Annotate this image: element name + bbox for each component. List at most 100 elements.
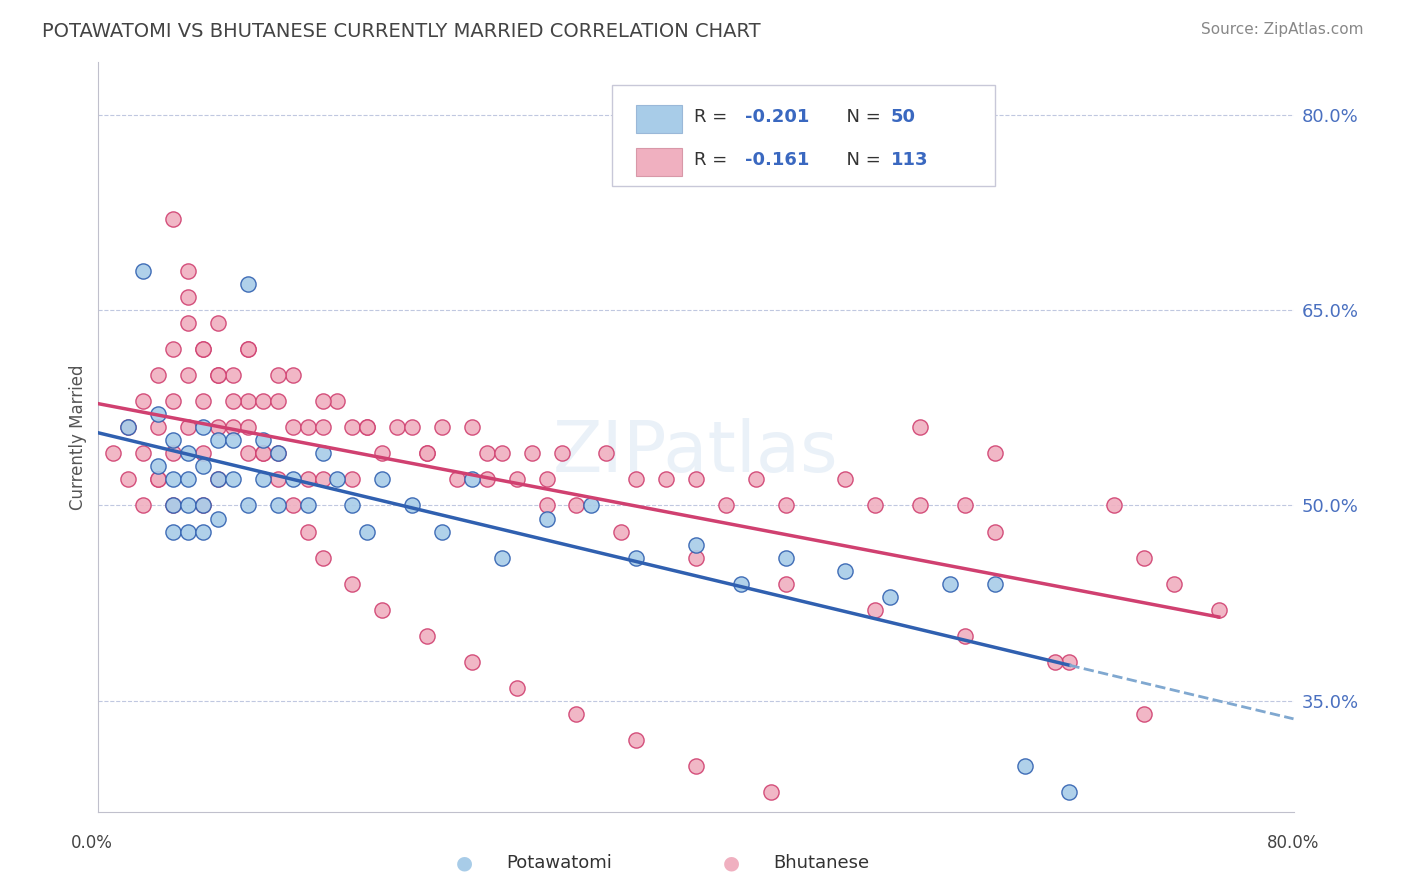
Point [1104, 499, 1126, 513]
Point [371, 472, 394, 486]
Point [162, 446, 184, 460]
Point [177, 420, 200, 434]
Point [475, 472, 498, 486]
Point [162, 434, 184, 448]
Point [191, 524, 214, 539]
Point [236, 277, 259, 291]
Point [281, 499, 304, 513]
Text: Bhutanese: Bhutanese [773, 855, 869, 872]
Point [430, 524, 453, 539]
Point [430, 420, 453, 434]
Text: ●: ● [723, 854, 740, 873]
Point [1133, 706, 1156, 721]
Point [491, 446, 513, 460]
Point [162, 499, 184, 513]
Point [281, 420, 304, 434]
Point [491, 550, 513, 565]
Point [148, 472, 170, 486]
Point [252, 446, 274, 460]
Point [252, 472, 274, 486]
Point [446, 472, 468, 486]
Point [461, 420, 484, 434]
Point [297, 499, 319, 513]
Point [132, 264, 155, 278]
Point [416, 446, 439, 460]
Point [236, 394, 259, 409]
Point [1133, 550, 1156, 565]
Point [834, 564, 856, 578]
Point [297, 524, 319, 539]
Point [281, 472, 304, 486]
Point [177, 290, 200, 304]
Point [908, 499, 931, 513]
Point [177, 524, 200, 539]
Point [177, 499, 200, 513]
Point [132, 499, 155, 513]
Point [416, 446, 439, 460]
Point [252, 434, 274, 448]
Point [162, 524, 184, 539]
Point [356, 420, 378, 434]
Text: Potawatomi: Potawatomi [506, 855, 612, 872]
Point [177, 446, 200, 460]
Point [326, 394, 349, 409]
Point [506, 472, 529, 486]
Point [191, 499, 214, 513]
Point [610, 524, 633, 539]
Point [953, 499, 976, 513]
Point [714, 499, 737, 513]
Bar [637, 148, 682, 176]
Point [626, 550, 648, 565]
Text: ●: ● [456, 854, 472, 873]
Point [207, 472, 229, 486]
Point [162, 342, 184, 356]
Point [162, 499, 184, 513]
Point [236, 342, 259, 356]
Point [148, 407, 170, 421]
Text: N =: N = [835, 151, 886, 169]
Point [506, 681, 529, 695]
Point [103, 446, 125, 460]
Text: -0.201: -0.201 [745, 108, 810, 126]
Point [191, 394, 214, 409]
Point [207, 434, 229, 448]
Point [371, 446, 394, 460]
Point [191, 446, 214, 460]
Point [939, 576, 962, 591]
Point [342, 576, 364, 591]
Point [865, 499, 887, 513]
Point [536, 511, 558, 525]
Point [834, 107, 856, 121]
Point [311, 394, 333, 409]
Text: Source: ZipAtlas.com: Source: ZipAtlas.com [1201, 22, 1364, 37]
Text: 50: 50 [891, 108, 915, 126]
Point [536, 499, 558, 513]
Point [177, 316, 200, 330]
Point [461, 472, 484, 486]
Point [626, 472, 648, 486]
Point [162, 211, 184, 226]
Point [191, 342, 214, 356]
Point [148, 472, 170, 486]
Point [326, 472, 349, 486]
Point [342, 420, 364, 434]
Point [984, 576, 1007, 591]
Text: R =: R = [693, 151, 738, 169]
Point [236, 499, 259, 513]
Text: R =: R = [693, 108, 733, 126]
Point [207, 316, 229, 330]
Point [342, 472, 364, 486]
Point [356, 420, 378, 434]
Point [148, 368, 170, 383]
Point [865, 603, 887, 617]
Point [730, 576, 752, 591]
Point [311, 550, 333, 565]
Point [191, 459, 214, 474]
Point [267, 368, 290, 383]
Point [252, 394, 274, 409]
Point [191, 499, 214, 513]
Point [834, 472, 856, 486]
Point [953, 629, 976, 643]
Point [371, 603, 394, 617]
Point [177, 472, 200, 486]
